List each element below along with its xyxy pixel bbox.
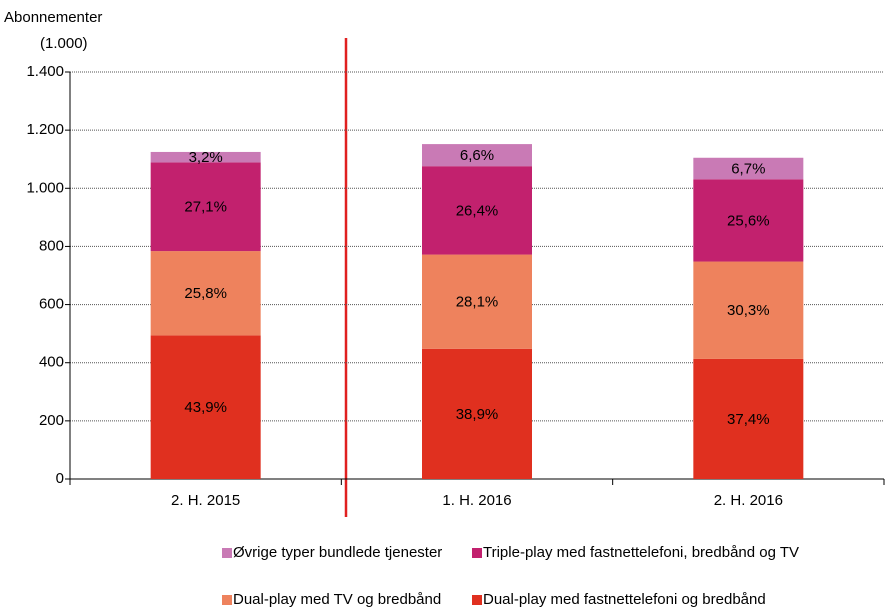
legend-swatch [222,595,232,605]
segment-label: 38,9% [456,406,499,423]
y-tick-label: 0 [56,470,64,487]
legend-swatch [222,548,232,558]
segment-label: 3,2% [189,149,223,166]
y-tick-label: 200 [39,412,64,429]
bar-segment [693,261,804,359]
segment-label: 37,4% [727,411,770,428]
legend-swatch [472,548,482,558]
segment-label: 43,9% [184,399,227,416]
bar-segment [150,335,261,479]
y-tick-label: 400 [39,354,64,371]
segment-label: 6,6% [460,147,494,164]
y-axis-unit: (1.000) [40,35,88,52]
y-tick-label: 1.400 [26,63,64,80]
segment-label: 28,1% [456,294,499,311]
bar-segment [422,254,532,349]
x-tick-label: 2. H. 2015 [171,492,240,509]
legend-label: Dual-play med fastnettelefoni og bredbån… [483,591,766,608]
y-tick-label: 1.000 [26,179,64,196]
legend-label: Triple-play med fastnettelefoni, bredbån… [483,544,799,561]
x-tick-label: 1. H. 2016 [442,492,511,509]
y-tick-label: 600 [39,296,64,313]
segment-label: 27,1% [184,199,227,216]
segment-label: 30,3% [727,302,770,319]
x-tick-label: 2. H. 2016 [714,492,783,509]
bar-segment [150,162,261,252]
segment-label: 25,8% [184,285,227,302]
bar-segment [693,157,804,180]
bar-segment [150,151,261,163]
legend-swatch [472,595,482,605]
segment-label: 25,6% [727,212,770,229]
segment-label: 6,7% [731,160,765,177]
bar-segment [422,166,532,255]
legend-label: Øvrige typer bundlede tjenester [233,544,442,561]
bar-segment [150,251,261,336]
bar-segment [693,358,804,479]
bar-segment [693,179,804,262]
bar-segment [422,144,532,167]
y-tick-label: 800 [39,237,64,254]
bar-segment [422,348,532,479]
segment-label: 26,4% [456,202,499,219]
y-axis-label: Abonnementer [4,9,102,26]
legend-label: Dual-play med TV og bredbånd [233,591,441,608]
y-tick-label: 1.200 [26,121,64,138]
